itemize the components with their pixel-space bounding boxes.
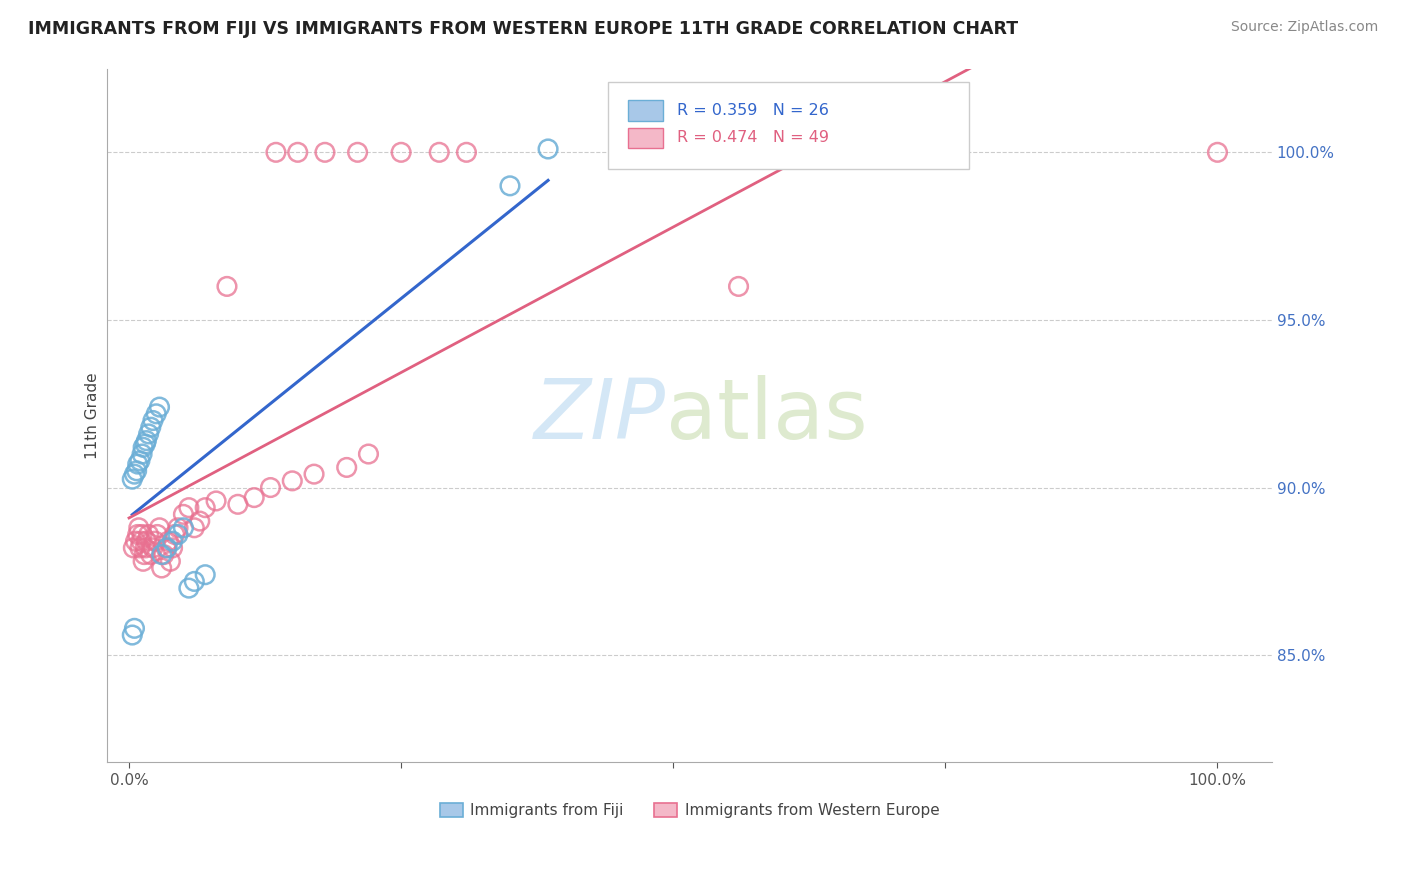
- FancyBboxPatch shape: [607, 82, 969, 169]
- Point: [155, 541, 177, 555]
- Point: [139, 548, 162, 562]
- Point: [172, 521, 194, 535]
- Point: [259, 481, 281, 495]
- Point: [124, 467, 146, 482]
- Legend: Immigrants from Fiji, Immigrants from Western Europe: Immigrants from Fiji, Immigrants from We…: [433, 797, 946, 824]
- Point: [143, 534, 166, 549]
- Point: [153, 548, 176, 562]
- Point: [124, 621, 146, 635]
- Point: [134, 541, 156, 555]
- Point: [142, 413, 165, 427]
- Point: [537, 142, 560, 156]
- Point: [215, 279, 238, 293]
- Point: [131, 527, 153, 541]
- Point: [499, 178, 522, 193]
- Point: [172, 508, 194, 522]
- Point: [389, 145, 412, 160]
- Point: [159, 554, 181, 568]
- Point: [142, 541, 165, 555]
- Point: [148, 400, 170, 414]
- Text: Source: ZipAtlas.com: Source: ZipAtlas.com: [1230, 20, 1378, 34]
- Point: [194, 500, 217, 515]
- Point: [157, 534, 180, 549]
- Point: [129, 534, 152, 549]
- Point: [127, 457, 149, 471]
- Y-axis label: 11th Grade: 11th Grade: [86, 372, 100, 458]
- Point: [205, 494, 228, 508]
- Point: [243, 491, 266, 505]
- Point: [346, 145, 368, 160]
- Point: [135, 434, 157, 448]
- Point: [132, 440, 155, 454]
- Point: [125, 464, 148, 478]
- Point: [129, 454, 152, 468]
- Point: [281, 474, 304, 488]
- Point: [148, 521, 170, 535]
- Point: [302, 467, 325, 482]
- Point: [456, 145, 478, 160]
- Point: [427, 145, 450, 160]
- Point: [183, 574, 205, 589]
- Point: [167, 527, 190, 541]
- Point: [122, 541, 145, 555]
- Point: [150, 561, 173, 575]
- Point: [188, 514, 211, 528]
- Bar: [628, 128, 662, 148]
- Point: [177, 581, 200, 595]
- Point: [145, 407, 167, 421]
- Text: ZIP: ZIP: [534, 375, 666, 456]
- Point: [124, 534, 146, 549]
- Point: [146, 527, 169, 541]
- Point: [314, 145, 336, 160]
- Point: [162, 534, 184, 549]
- Point: [138, 426, 160, 441]
- Point: [162, 541, 184, 555]
- Point: [357, 447, 380, 461]
- Point: [226, 497, 249, 511]
- Point: [150, 548, 173, 562]
- Point: [287, 145, 309, 160]
- Point: [131, 447, 153, 461]
- Point: [177, 500, 200, 515]
- Point: [134, 548, 156, 562]
- Text: IMMIGRANTS FROM FIJI VS IMMIGRANTS FROM WESTERN EUROPE 11TH GRADE CORRELATION CH: IMMIGRANTS FROM FIJI VS IMMIGRANTS FROM …: [28, 20, 1018, 37]
- Point: [336, 460, 359, 475]
- Text: R = 0.359   N = 26: R = 0.359 N = 26: [676, 103, 828, 118]
- Point: [167, 521, 190, 535]
- Point: [129, 541, 152, 555]
- Point: [163, 527, 186, 541]
- Point: [264, 145, 287, 160]
- Text: atlas: atlas: [666, 375, 868, 456]
- Point: [121, 628, 143, 642]
- Point: [183, 521, 205, 535]
- Point: [132, 554, 155, 568]
- Point: [134, 437, 156, 451]
- Point: [727, 279, 749, 293]
- Point: [127, 527, 149, 541]
- Point: [139, 420, 162, 434]
- Point: [128, 521, 150, 535]
- Text: R = 0.474   N = 49: R = 0.474 N = 49: [676, 130, 828, 145]
- Point: [121, 472, 143, 486]
- Point: [135, 534, 157, 549]
- Point: [194, 567, 217, 582]
- Bar: [628, 100, 662, 120]
- Point: [156, 541, 179, 555]
- Point: [138, 527, 160, 541]
- Point: [1206, 145, 1229, 160]
